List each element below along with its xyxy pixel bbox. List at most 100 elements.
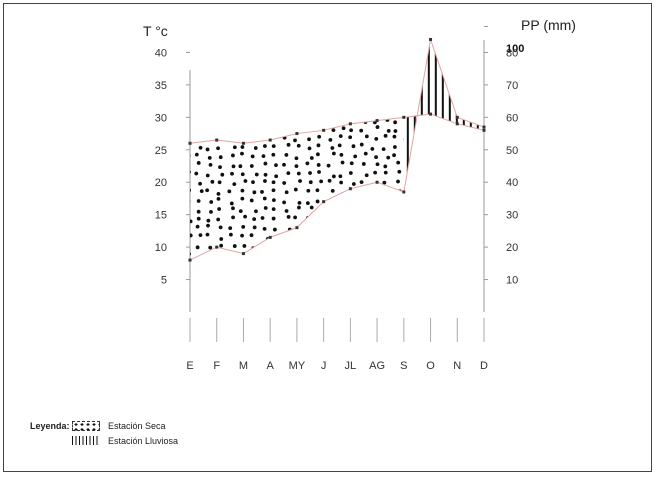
dry-dot: [287, 233, 292, 238]
dry-dot: [240, 196, 245, 201]
dry-dot: [229, 282, 233, 286]
dry-dot: [216, 146, 220, 151]
dry-dot: [340, 235, 345, 240]
dry-dot: [217, 207, 222, 211]
dry-dot: [317, 235, 322, 239]
dry-dot: [232, 145, 237, 150]
dry-dot: [352, 197, 357, 202]
dry-dot: [393, 129, 398, 133]
dry-dot: [330, 215, 335, 220]
dry-dot: [207, 155, 212, 160]
left-tick-label: 35: [155, 80, 167, 92]
left-tick-label: 15: [155, 210, 167, 222]
dry-dot: [197, 278, 201, 282]
dry-dot: [348, 254, 353, 259]
dry-dot: [194, 152, 199, 157]
temperature-point: [268, 138, 272, 142]
precipitation-point: [402, 190, 406, 194]
dry-dot: [295, 117, 300, 120]
dry-dot: [352, 191, 357, 196]
dry-dot: [243, 118, 248, 123]
dry-dot: [196, 216, 201, 221]
dry-dot: [375, 125, 380, 129]
dry-dot: [362, 199, 367, 203]
dry-dot: [184, 309, 188, 313]
dry-dot: [351, 182, 356, 186]
dry-dot: [310, 305, 314, 309]
dry-dot: [339, 224, 344, 228]
dry-dot: [205, 188, 210, 193]
dry-dot: [252, 225, 257, 230]
dry-dot: [382, 262, 386, 266]
dry-dot: [327, 178, 332, 183]
dry-dot: [218, 225, 223, 230]
dry-dot: [216, 217, 221, 222]
dry-dot: [397, 290, 401, 294]
precipitation-point: [215, 245, 219, 249]
dry-dot: [386, 308, 390, 312]
dry-dot: [232, 244, 237, 248]
dry-dot: [403, 232, 404, 237]
dry-dot: [363, 260, 367, 264]
dry-dot: [263, 206, 268, 210]
dry-dot: [374, 305, 378, 309]
dry-dot: [308, 117, 313, 120]
dry-dot: [294, 164, 299, 169]
dry-dot: [195, 224, 200, 229]
dry-dot: [196, 125, 201, 130]
dry-dot: [304, 126, 309, 131]
dry-dot: [339, 180, 344, 185]
dry-dot: [373, 170, 378, 175]
dry-dot: [386, 155, 391, 160]
dry-dot: [262, 144, 267, 148]
dry-dot: [293, 215, 298, 220]
dry-dot: [309, 205, 314, 210]
dry-dot: [190, 188, 191, 193]
dry-dot: [221, 309, 225, 313]
dry-dot: [210, 296, 214, 300]
temperature-point: [322, 128, 326, 132]
dry-dot: [284, 153, 289, 157]
dry-dot: [392, 153, 396, 158]
dry-dot: [363, 151, 368, 156]
dry-dot: [317, 262, 321, 266]
dry-dot: [341, 309, 345, 313]
dry-dot: [351, 309, 355, 313]
dry-season-swatch: [72, 420, 100, 431]
dry-dot: [352, 216, 357, 221]
dry-dot: [198, 308, 202, 312]
dry-dot: [405, 261, 409, 265]
dry-dot: [326, 227, 331, 232]
dry-dot: [238, 164, 243, 169]
dry-dot: [406, 188, 410, 192]
dry-dot: [271, 216, 276, 221]
right-axis-ticks: 10 20 30 40 50 60 70 80: [484, 25, 518, 287]
precipitation-point: [455, 115, 459, 119]
dry-dot: [274, 117, 279, 121]
dry-dot: [371, 233, 376, 238]
dry-dot: [315, 199, 320, 204]
dry-dot: [386, 190, 391, 195]
dry-dot: [317, 308, 321, 312]
dry-dot: [264, 118, 269, 123]
dry-dot: [362, 287, 366, 291]
dry-dot: [282, 200, 287, 205]
dry-dot: [210, 251, 214, 256]
dry-dot: [219, 299, 223, 303]
month-ticks: [189, 318, 485, 342]
dry-dot: [184, 290, 188, 294]
month-label: AG: [369, 360, 385, 372]
precipitation-point: [295, 226, 299, 230]
dry-dot: [394, 300, 398, 304]
dry-dot: [309, 228, 313, 233]
temperature-point: [215, 138, 219, 142]
dry-dot: [351, 224, 356, 229]
dry-dot: [240, 151, 244, 156]
dry-dot: [228, 263, 232, 267]
dry-dot: [408, 172, 412, 176]
dry-dot: [360, 205, 365, 210]
dry-dot: [308, 171, 312, 175]
dry-dot: [371, 272, 375, 276]
dry-dot: [271, 152, 276, 157]
dry-dot: [273, 254, 278, 259]
